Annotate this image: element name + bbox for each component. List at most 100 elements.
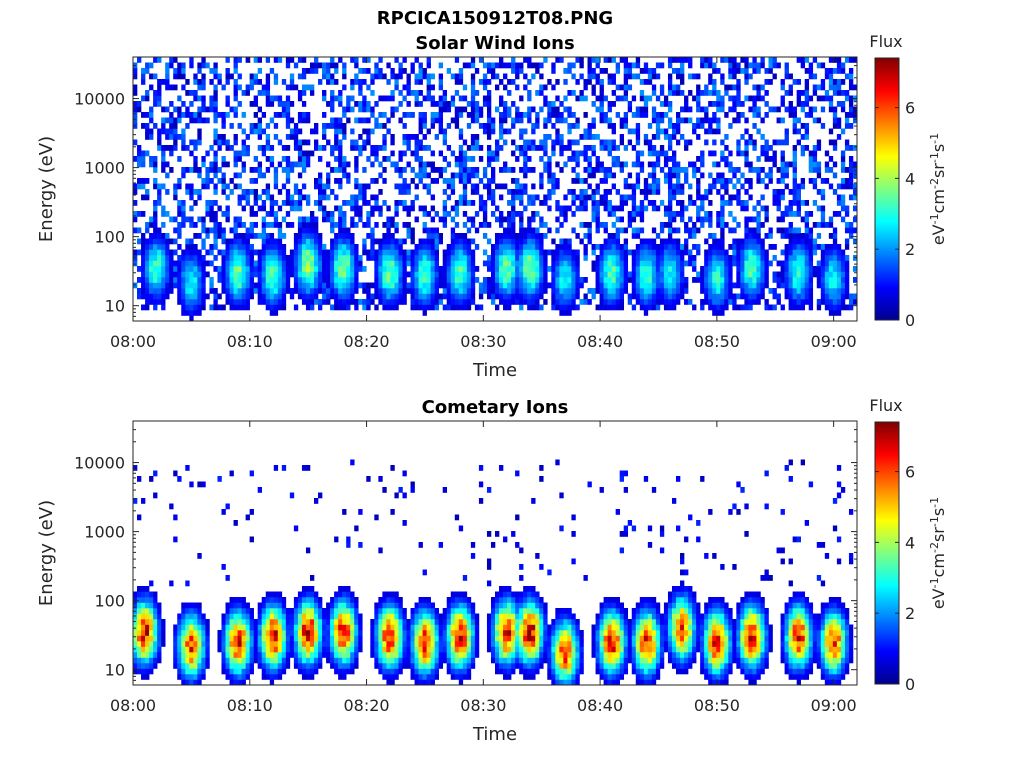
spectrogram-cell: [788, 277, 793, 283]
spectrogram-cell: [334, 304, 339, 311]
spectrogram-cell: [724, 277, 729, 283]
spectrogram-cell: [466, 227, 472, 234]
spectrogram-cell: [736, 101, 741, 107]
spectrogram-cell: [410, 167, 415, 173]
spectrogram-cell: [792, 282, 797, 289]
spectrogram-cell: [651, 106, 657, 113]
spectrogram-cell: [430, 238, 435, 245]
spectrogram-cell: [828, 216, 834, 223]
spectrogram-cell: [519, 255, 524, 261]
spectrogram-cell: [700, 57, 705, 63]
spectrogram-cell: [305, 244, 311, 250]
spectrogram-cell: [281, 299, 287, 305]
spectrogram-cell: [671, 68, 677, 74]
spectrogram-cell: [249, 282, 254, 289]
spectrogram-cell: [760, 95, 765, 102]
spectrogram-cell: [297, 266, 303, 272]
spectrogram-cell: [213, 150, 218, 157]
spectrogram-cell: [486, 150, 492, 157]
spectrogram-cell: [370, 211, 375, 217]
colorbar-tick-label: 6: [905, 99, 915, 118]
spectrogram-cell: [149, 112, 154, 118]
spectrogram-cell: [619, 161, 625, 168]
spectrogram-cell: [213, 84, 218, 91]
spectrogram-cell: [587, 57, 592, 63]
spectrogram-cell: [281, 167, 287, 173]
spectrogram-cell: [671, 255, 677, 261]
spectrogram-cell: [406, 227, 411, 234]
spectrogram-cell: [635, 156, 641, 162]
spectrogram-cell: [836, 255, 842, 261]
spectrogram-cell: [499, 79, 504, 85]
spectrogram-cell: [559, 310, 564, 316]
spectrogram-cell: [852, 205, 858, 212]
spectrogram-cell: [551, 266, 556, 272]
spectrogram-cell: [543, 167, 548, 173]
spectrogram-cell: [796, 233, 801, 239]
spectrogram-cell: [724, 260, 729, 267]
spectrogram-cell: [470, 293, 476, 300]
spectrogram-cell: [611, 233, 616, 239]
spectrogram-cell: [527, 255, 532, 261]
spectrogram-cell: [828, 293, 834, 300]
spectrogram-cell: [808, 266, 814, 272]
spectrogram-cell: [241, 128, 246, 135]
spectrogram-cell: [149, 106, 154, 113]
spectrogram-cell: [768, 227, 773, 234]
spectrogram-cell: [454, 304, 460, 311]
spectrogram-cell: [840, 266, 846, 272]
spectrogram-cell: [591, 200, 596, 206]
spectrogram-cell: [712, 249, 717, 256]
spectrogram-cell: [844, 288, 850, 294]
spectrogram-cell: [149, 663, 154, 669]
spectrogram-cell: [137, 288, 142, 294]
spectrogram-cell: [442, 216, 448, 223]
spectrogram-cell: [161, 282, 166, 289]
spectrogram-cell: [269, 271, 275, 278]
spectrogram-cell: [684, 117, 689, 124]
spectrogram-cell: [728, 167, 733, 173]
spectrogram-cell: [523, 112, 528, 118]
spectrogram-cell: [426, 249, 431, 256]
spectrogram-cell: [740, 238, 745, 245]
spectrogram-cell: [583, 178, 588, 184]
spectrogram-cell: [607, 189, 612, 195]
spectrogram-cell: [326, 293, 331, 300]
spectrogram-cell: [716, 172, 721, 179]
spectrogram-cell: [800, 277, 806, 283]
spectrogram-cell: [615, 249, 620, 256]
spectrogram-cell: [197, 167, 202, 173]
spectrogram-cell: [354, 62, 359, 69]
spectrogram-cell: [314, 288, 319, 294]
spectrogram-cell: [720, 304, 725, 311]
spectrogram-cell: [402, 288, 407, 294]
spectrogram-cell: [547, 156, 552, 162]
spectrogram-cell: [647, 150, 653, 157]
spectrogram-cell: [724, 271, 729, 278]
spectrogram-cell: [667, 211, 673, 217]
spectrogram-cell: [635, 260, 641, 267]
spectrogram-cell: [350, 139, 355, 146]
spectrogram-cell: [370, 128, 375, 135]
spectrogram-cell: [478, 293, 484, 300]
spectrogram-cell: [141, 304, 146, 311]
spectrogram-cell: [539, 277, 544, 283]
spectrogram-cell: [478, 205, 484, 212]
spectrogram-cell: [434, 249, 439, 256]
spectrogram-cell: [760, 205, 765, 212]
spectrogram-cell: [844, 255, 850, 261]
spectrogram-cell: [708, 260, 713, 267]
spectrogram-cell: [676, 260, 681, 267]
spectrogram-cell: [221, 189, 226, 195]
spectrogram-cell: [426, 79, 431, 85]
spectrogram-cell: [844, 227, 850, 234]
spectrogram-cell: [567, 244, 572, 250]
spectrogram-cell: [490, 62, 496, 69]
spectrogram-cell: [740, 271, 745, 278]
spectrogram-cell: [273, 244, 279, 250]
spectrogram-cell: [611, 249, 616, 256]
spectrogram-cell: [382, 222, 387, 228]
spectrogram-cell: [503, 128, 508, 135]
spectrogram-cell: [414, 216, 419, 223]
spectrogram-cell: [269, 244, 275, 250]
